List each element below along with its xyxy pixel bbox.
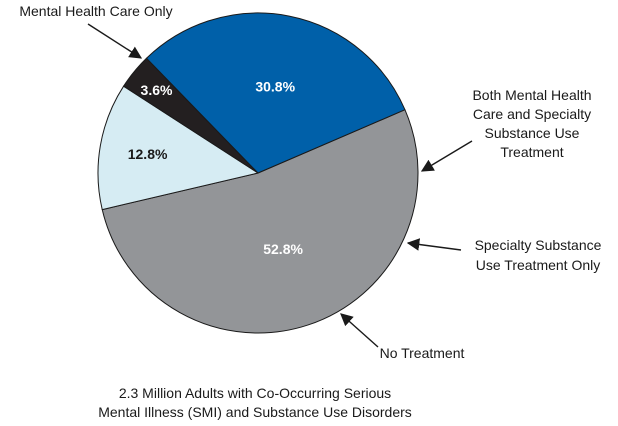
callout-arrows — [87, 23, 473, 348]
callout-arrow-0 — [87, 23, 143, 59]
callout-arrow-2 — [406, 238, 462, 251]
slice-value-label-0: 52.8% — [263, 241, 303, 257]
chart-caption-line-0: 2.3 Million Adults with Co-Occurring Ser… — [119, 385, 391, 401]
slice-category-label-3: No Treatment — [380, 345, 465, 361]
slice-category-line: Specialty Substance — [475, 237, 602, 253]
slice-category-label-0: Mental Health Care Only — [19, 3, 172, 19]
chart-caption-line-1: Mental Illness (SMI) and Substance Use D… — [98, 404, 412, 420]
pie-slice-3 — [145, 12, 406, 174]
chart-caption: 2.3 Million Adults with Co-Occurring Ser… — [98, 385, 412, 420]
slice-category-line: Both Mental Health — [472, 87, 591, 103]
pie-slices — [97, 12, 419, 334]
pie-labels: 52.8% 12.8% 3.6% 30.8% — [128, 79, 304, 257]
slice-category-line: No Treatment — [380, 345, 465, 361]
slice-value-label-3: 30.8% — [255, 79, 295, 95]
slice-category-label-2: Specialty Substance Use Treatment Only — [475, 237, 602, 273]
slice-category-label-1: Both Mental Health Care and Specialty Subs… — [472, 87, 591, 160]
slice-category-line: Use Treatment Only — [476, 257, 601, 273]
slice-value-label-1: 12.8% — [128, 146, 168, 162]
slice-category-line: Mental Health Care Only — [19, 3, 172, 19]
slice-category-line: Care and Specialty — [473, 106, 591, 122]
pie-slice-0 — [101, 109, 419, 334]
slice-category-line: Substance Use — [485, 125, 580, 141]
pie-slice-1 — [97, 85, 259, 211]
slice-value-label-2: 3.6% — [141, 82, 173, 98]
callout-arrow-3 — [340, 313, 379, 348]
callout-labels: Mental Health Care Only Both Mental Healt… — [19, 3, 601, 361]
callout-arrow-1 — [420, 140, 473, 172]
slice-category-line: Treatment — [500, 144, 563, 160]
